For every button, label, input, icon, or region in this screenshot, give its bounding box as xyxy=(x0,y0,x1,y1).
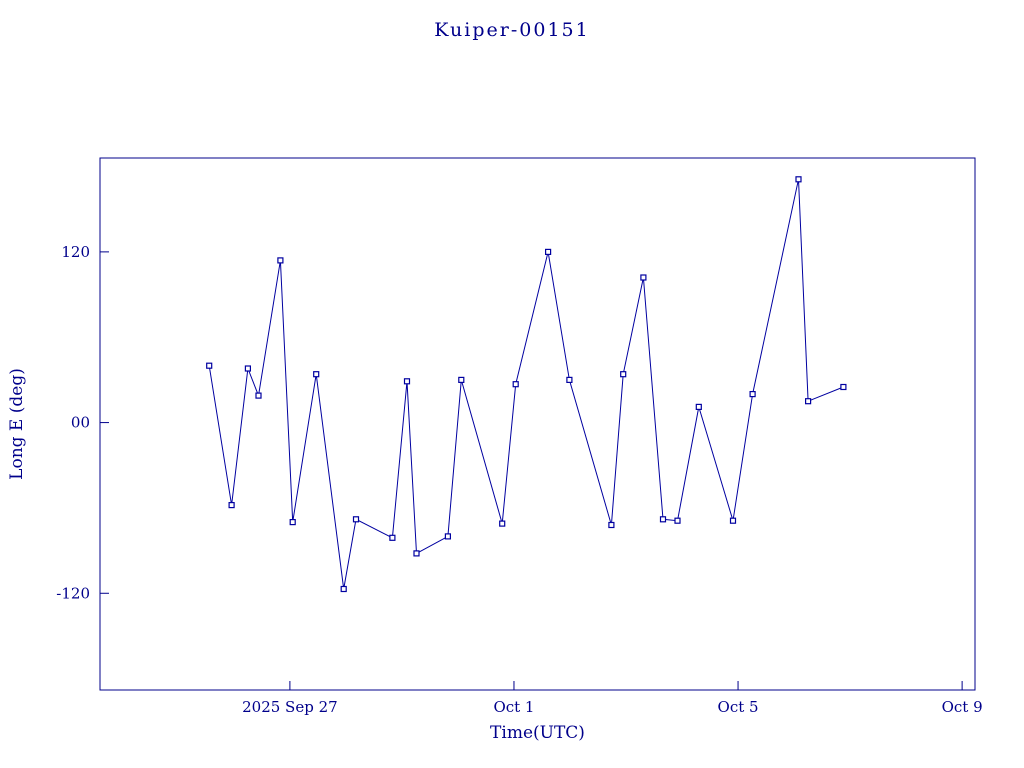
data-point xyxy=(674,517,681,524)
data-point xyxy=(804,398,812,405)
data-point xyxy=(228,502,235,509)
data-point xyxy=(729,517,737,524)
data-point xyxy=(544,248,552,255)
data-point xyxy=(206,362,213,369)
data-point xyxy=(695,403,702,410)
data-point xyxy=(749,391,756,398)
x-tick-label: Oct 1 xyxy=(493,698,534,716)
data-point xyxy=(512,381,519,388)
x-tick-label: 2025 Sep 27 xyxy=(242,698,338,716)
data-point xyxy=(413,550,420,557)
data-point xyxy=(620,371,627,378)
data-point xyxy=(458,376,465,383)
chart-title: Kuiper-00151 xyxy=(434,19,589,41)
y-tick-label: 120 xyxy=(61,243,90,261)
data-point xyxy=(566,376,573,383)
plot-frame xyxy=(99,157,976,691)
data-point xyxy=(444,533,451,540)
data-point xyxy=(277,257,284,264)
x-axis-label: Time(UTC) xyxy=(490,723,585,743)
y-tick-label: -120 xyxy=(56,584,90,602)
data-point xyxy=(608,521,615,529)
x-tick-label: Oct 5 xyxy=(718,698,759,716)
data-point xyxy=(352,516,360,523)
data-point xyxy=(289,518,296,526)
data-point xyxy=(659,516,667,523)
data-point xyxy=(840,383,847,391)
data-point xyxy=(640,274,647,281)
data-line xyxy=(208,179,844,590)
data-point xyxy=(313,371,320,378)
data-point xyxy=(244,365,251,372)
y-axis-label: Long E (deg) xyxy=(7,368,27,480)
y-tick-label: 00 xyxy=(71,414,90,432)
data-point xyxy=(499,520,506,527)
data-point xyxy=(340,585,347,593)
data-point xyxy=(403,378,411,385)
data-point xyxy=(255,392,262,399)
data-point xyxy=(389,534,396,541)
x-tick-label: Oct 9 xyxy=(942,698,983,716)
data-point xyxy=(795,176,802,183)
